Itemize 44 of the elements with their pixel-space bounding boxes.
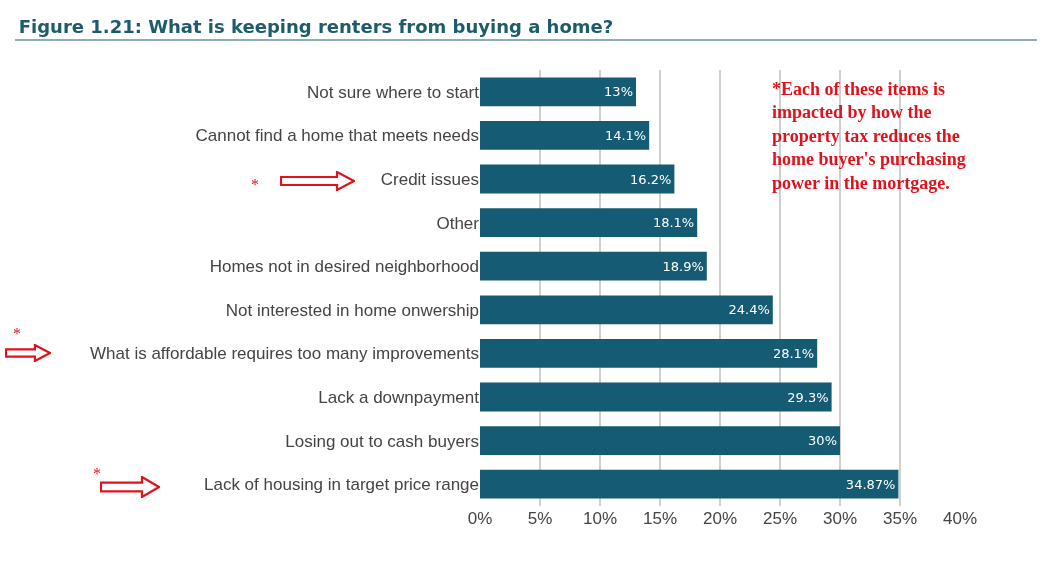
annotation: *Each of these items is impacted by how the property tax reduces the home buyer's purchasing power in the mortgage. [772,79,966,193]
data-label: 13% [604,84,633,100]
y-tick-label: Other [436,213,480,233]
y-tick-label: Losing out to cash buyers [285,431,479,451]
bar [480,469,899,499]
data-label: 18.1% [652,215,695,231]
text: * [13,325,21,342]
bar [480,251,707,281]
y-tick-label: Cannot find a home that meets needs [195,126,479,146]
data-label: 24.4% [728,302,770,318]
bar [480,208,698,237]
data-label: 14.1% [604,127,647,143]
y-tick-label: Not interested in home onwership [225,300,479,320]
y-tick-label: Homes not in desired neighborhood [209,257,479,277]
x-tick-label: 15% [642,509,678,528]
x-tick-label: 0% [467,509,493,528]
x-tick-label: 30% [822,509,858,528]
text: * [251,176,259,193]
data-label: 28.1% [772,345,815,361]
x-tick-label: 25% [762,509,798,528]
y-tick-label: Credit issues [380,169,479,189]
y-tick-label: Lack of housing in target price range [203,475,479,495]
data-label: 18.9% [662,258,704,274]
text: Figure 1.21: What is keeping renters from buying a home? [18,15,614,37]
bar [480,121,650,150]
data-label: 34.87% [845,476,896,492]
x-tick-label: 5% [527,509,553,528]
bar [480,164,675,194]
y-tick-label: What is affordable requires too many improvements [90,344,479,364]
x-tick-label: 35% [882,509,918,528]
y-tick-label: Lack a downpayment [318,387,480,407]
x-tick-label: 20% [702,509,738,528]
bar [480,295,773,325]
y-tick-label: Not sure where to start [307,82,480,102]
data-label: 16.2% [630,171,672,187]
text: * [93,465,101,482]
x-tick-label: 40% [942,509,978,528]
data-label: 30% [808,433,837,449]
x-tick-label: 10% [582,509,618,528]
bar [480,339,818,368]
data-label: 29.3% [787,389,829,405]
bar [480,382,832,412]
bar [480,426,840,455]
bar [480,77,636,107]
